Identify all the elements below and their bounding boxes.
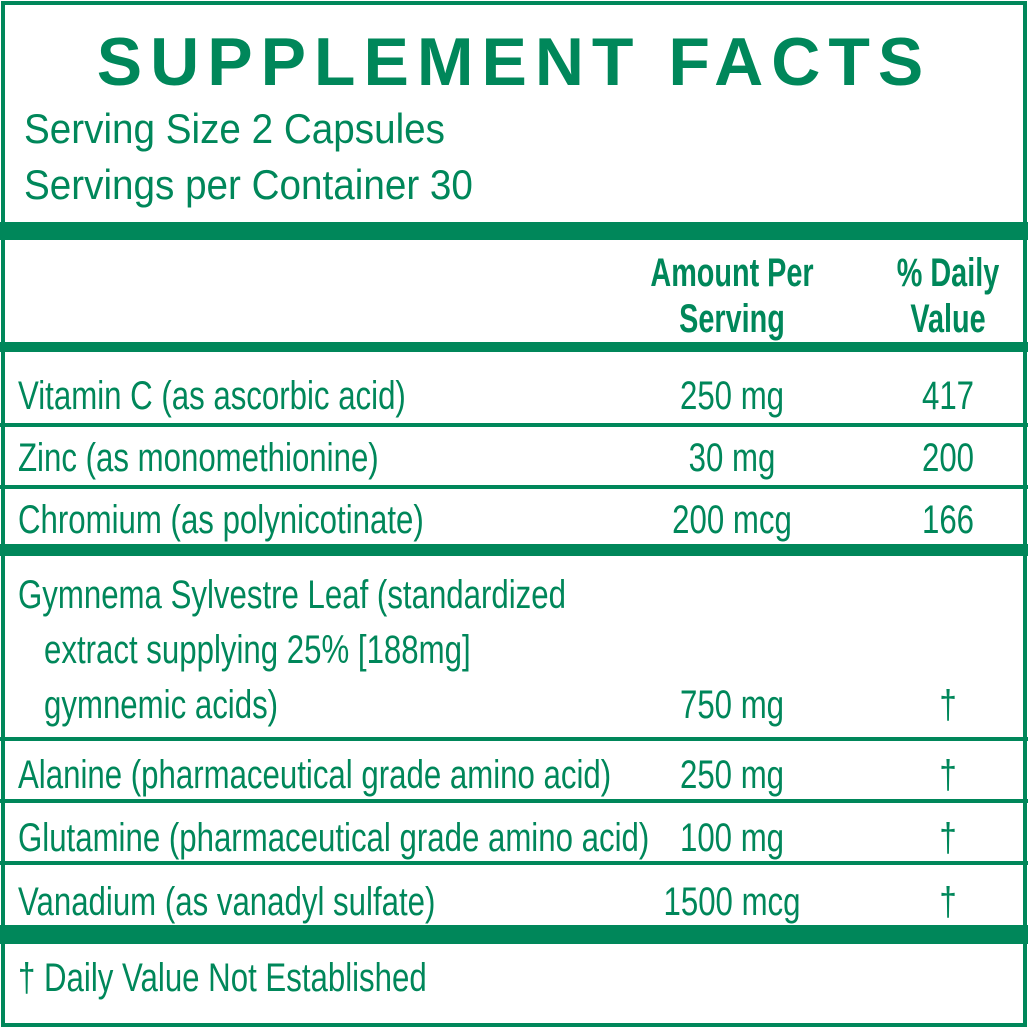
ingredient-name: Glutamine (pharmaceutical grade amino ac… (18, 816, 650, 860)
divider-thin (0, 423, 1028, 427)
divider-thin (0, 799, 1028, 803)
servings-per-container: Servings per Container 30 (24, 161, 473, 208)
header-line: Value (910, 297, 986, 341)
serving-size: Serving Size 2 Capsules (24, 105, 445, 152)
ingredient-amount: 100 mg (679, 816, 785, 860)
ingredient-amount: 250 mg (679, 374, 785, 418)
ingredient-name: Vanadium (as vanadyl sulfate) (18, 880, 436, 924)
ingredient-dv: † (939, 816, 957, 860)
amount-per-serving-header: Amount Per Serving (650, 250, 813, 342)
divider-thin (0, 861, 1028, 865)
ingredient-amount: 1500 mcg (663, 880, 801, 924)
header-line: Amount Per (650, 251, 814, 295)
ingredient-dv: 166 (921, 498, 975, 542)
header-line: Serving (679, 297, 785, 341)
ingredient-name: Alanine (pharmaceutical grade amino acid… (18, 753, 612, 797)
ingredient-name-cont: gymnemic acids) (44, 683, 279, 727)
ingredient-amount: 30 mg (688, 436, 776, 480)
ingredient-amount: 750 mg (679, 683, 785, 727)
label-title: SUPPLEMENT FACTS (96, 24, 932, 100)
ingredient-dv: † (939, 683, 957, 727)
ingredient-dv: † (939, 880, 957, 924)
ingredient-dv: 200 (921, 436, 975, 480)
ingredient-dv: 417 (921, 374, 975, 418)
divider-thin (0, 485, 1028, 489)
ingredient-name: Vitamin C (as ascorbic acid) (18, 374, 406, 418)
ingredient-name: Gymnema Sylvestre Leaf (standardized (18, 573, 566, 617)
ingredient-amount: 250 mg (679, 753, 785, 797)
divider-thick (0, 544, 1028, 556)
divider-thick (0, 222, 1028, 240)
daily-value-header: % Daily Value (897, 250, 999, 342)
ingredient-amount: 200 mcg (672, 498, 792, 542)
divider-thick (0, 342, 1028, 352)
divider-thin (0, 737, 1028, 741)
ingredient-dv: † (939, 753, 957, 797)
ingredient-name: Chromium (as polynicotinate) (18, 498, 424, 542)
ingredient-name: Zinc (as monomethionine) (18, 436, 379, 480)
ingredient-name-cont: extract supplying 25% [188mg] (44, 628, 471, 672)
header-line: % Daily (896, 251, 1000, 295)
divider-thick (0, 925, 1028, 944)
footnote: † Daily Value Not Established (18, 956, 427, 1000)
